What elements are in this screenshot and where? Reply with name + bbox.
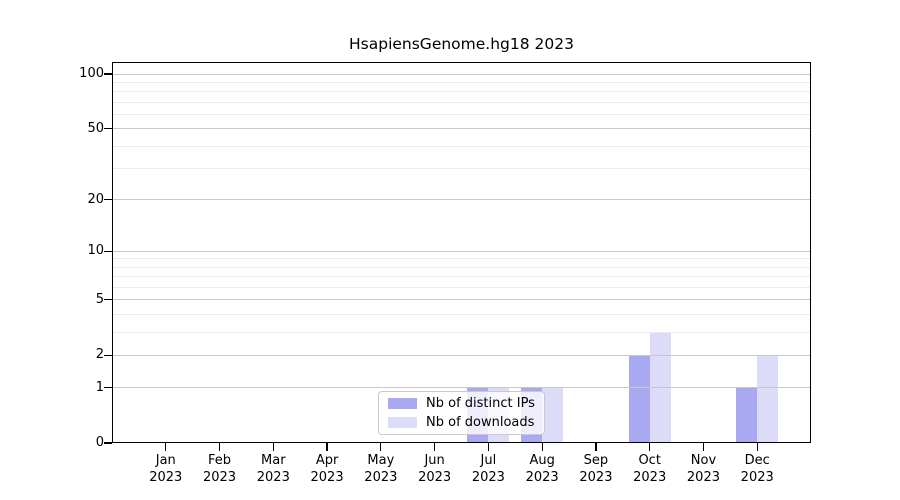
x-tick-label: Aug 2023 (525, 453, 559, 485)
gridline-major (112, 73, 811, 75)
x-tick-mark (541, 443, 543, 451)
gridline-minor (112, 91, 811, 93)
gridline-major (112, 199, 811, 201)
legend-item-distinct-ips: Nb of distinct IPs (388, 396, 535, 411)
x-tick-label: Mar 2023 (256, 453, 290, 485)
gridline-major (112, 387, 811, 389)
y-tick-mark (104, 73, 112, 75)
bar-nb-of-downloads (542, 387, 564, 443)
gridline-minor (112, 313, 811, 315)
y-tick-label: 2 (95, 347, 104, 363)
x-tick-label: Jun 2023 (418, 453, 452, 485)
legend-label-downloads: Nb of downloads (426, 415, 535, 430)
gridline-minor (112, 167, 811, 169)
gridline-minor (112, 145, 811, 147)
x-tick-label: Dec 2023 (740, 453, 774, 485)
x-tick-label: Sep 2023 (579, 453, 613, 485)
y-tick-label: 10 (87, 243, 104, 259)
gridline-minor (112, 286, 811, 288)
x-tick-label: May 2023 (364, 453, 398, 485)
y-tick-mark (104, 299, 112, 301)
y-tick-mark (104, 250, 112, 252)
x-tick-label: Apr 2023 (310, 453, 344, 485)
y-tick-mark (104, 127, 112, 130)
chart-title: HsapiensGenome.hg18 2023 (349, 35, 574, 53)
legend-swatch-downloads-icon (388, 417, 417, 428)
gridline-major (112, 250, 811, 252)
gridline-major (112, 354, 811, 356)
legend-item-downloads: Nb of downloads (388, 415, 535, 430)
gridline-minor (112, 266, 811, 268)
x-tick-mark (702, 443, 705, 451)
gridline-minor (112, 113, 811, 115)
gridline-minor (112, 81, 811, 83)
y-tick-label: 0 (95, 435, 104, 450)
y-tick-label: 1 (95, 379, 104, 395)
gridline-minor (112, 101, 811, 103)
y-tick-mark (104, 442, 112, 444)
y-tick-label: 20 (87, 191, 104, 207)
x-tick-mark (272, 443, 274, 451)
x-tick-mark (218, 443, 221, 451)
x-tick-mark (433, 443, 436, 451)
legend-label-distinct-ips: Nb of distinct IPs (426, 396, 535, 411)
plot-frame (112, 62, 811, 443)
y-tick-mark (104, 198, 112, 201)
x-tick-mark (165, 443, 167, 451)
x-tick-label: Jul 2023 (471, 453, 505, 485)
gridline-major (112, 299, 811, 301)
x-tick-label: Feb 2023 (202, 453, 237, 485)
gridline-minor (112, 331, 811, 333)
gridline-major (112, 128, 811, 130)
gridline-minor (112, 258, 811, 260)
x-tick-mark (756, 443, 758, 451)
y-tick-label: 100 (79, 66, 104, 81)
y-tick-mark (104, 386, 112, 389)
x-tick-mark (326, 443, 328, 451)
x-tick-mark (649, 443, 651, 451)
y-tick-label: 5 (95, 291, 104, 307)
x-tick-mark (380, 443, 382, 451)
gridline-minor (112, 276, 811, 278)
bar-nb-of-distinct-ips (736, 387, 758, 443)
bar-nb-of-downloads (757, 355, 779, 443)
bar-nb-of-distinct-ips (628, 355, 650, 443)
x-tick-label: Jan 2023 (149, 453, 183, 485)
x-tick-label: Oct 2023 (633, 453, 667, 485)
x-tick-mark (487, 443, 490, 451)
y-tick-label: 50 (87, 120, 104, 136)
legend-swatch-distinct-ips-icon (388, 398, 417, 409)
x-tick-mark (595, 443, 597, 451)
x-tick-label: Nov 2023 (686, 453, 720, 485)
legend: Nb of distinct IPs Nb of downloads (378, 391, 545, 435)
y-tick-mark (104, 354, 112, 356)
